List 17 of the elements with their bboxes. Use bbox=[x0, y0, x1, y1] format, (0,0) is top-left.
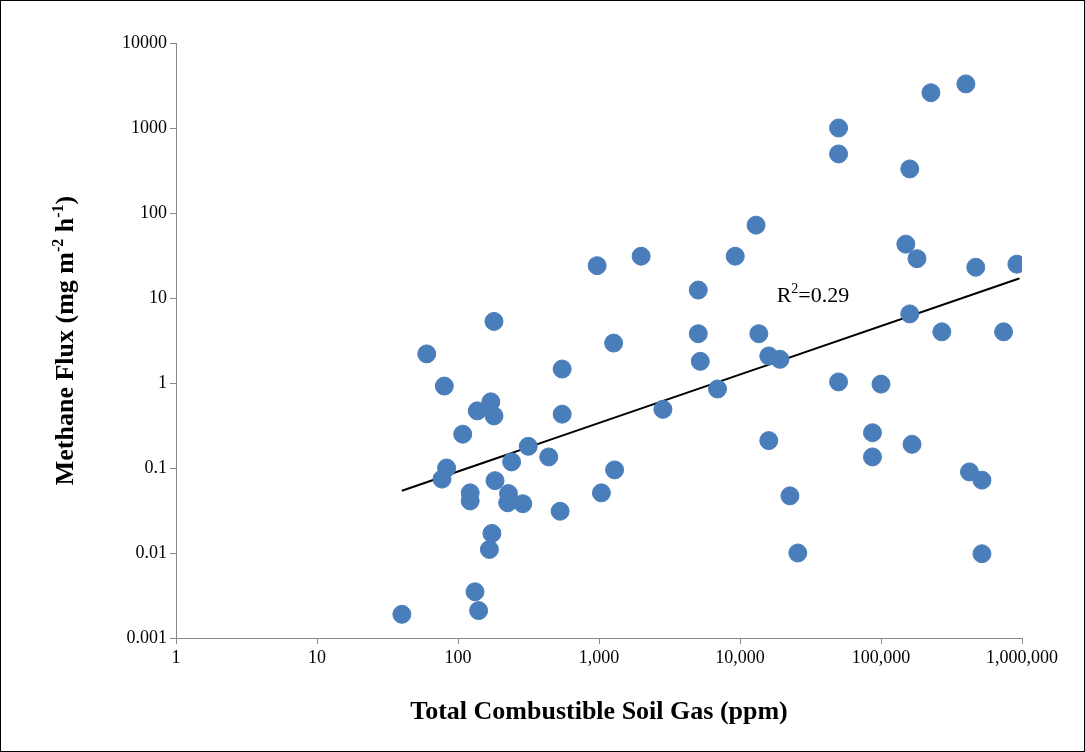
y-tick-label: 0.1 bbox=[144, 456, 167, 477]
x-axis-title: Total Combustible Soil Gas (ppm) bbox=[410, 696, 788, 725]
x-tick-label: 10,000 bbox=[715, 646, 765, 667]
y-tick-label: 10 bbox=[149, 286, 167, 307]
y-tick-label: 100 bbox=[140, 201, 167, 222]
y-axis-title: Methane Flux (mg m-2 h-1) bbox=[48, 195, 79, 486]
x-tick-label: 1,000,000 bbox=[986, 646, 1058, 667]
x-tick-label: 1 bbox=[171, 646, 181, 667]
y-tick-label: 0.001 bbox=[126, 626, 167, 647]
x-tick-label: 10 bbox=[308, 646, 326, 667]
x-tick-label: 1,000 bbox=[578, 646, 620, 667]
y-tick-label: 10000 bbox=[122, 31, 167, 52]
x-tick-label: 100 bbox=[444, 646, 472, 667]
y-tick-label: 1000 bbox=[131, 116, 167, 137]
y-tick-label: 0.01 bbox=[135, 541, 167, 562]
x-tick-label: 100,000 bbox=[851, 646, 911, 667]
y-tick-label: 1 bbox=[158, 371, 167, 392]
